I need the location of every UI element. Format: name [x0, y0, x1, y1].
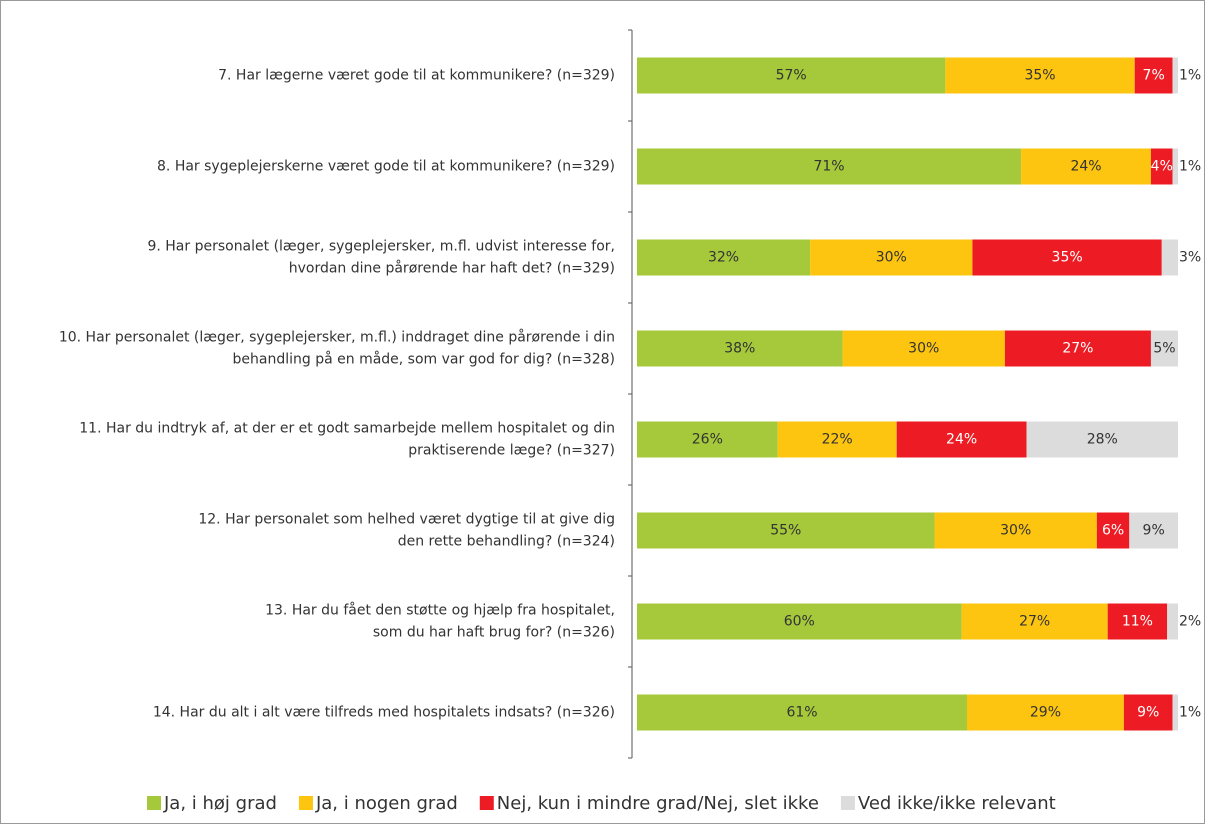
category-label: 9. Har personalet (læger, sygeplejersker… — [147, 239, 615, 277]
value-label: 1% — [1179, 159, 1201, 175]
value-label: 24% — [1070, 159, 1101, 175]
bar-segment — [934, 512, 1097, 549]
bar-segment — [637, 57, 946, 94]
bar-segment — [972, 239, 1162, 276]
category-label: 14. Har du alt i alt være tilfreds med h… — [153, 705, 615, 721]
bar-segment — [1107, 603, 1168, 640]
value-label: 6% — [1102, 523, 1124, 539]
bar-segment — [637, 421, 778, 458]
category-label: 11. Har du indtryk af, at der er et godt… — [79, 421, 615, 459]
bar-segment — [777, 421, 897, 458]
bar-segment — [961, 603, 1108, 640]
value-label: 30% — [1000, 523, 1031, 539]
bar-segment — [1004, 330, 1151, 367]
value-label: 55% — [770, 523, 801, 539]
category-label: 10. Har personalet (læger, sygeplejerske… — [59, 329, 615, 368]
bar-segment — [1172, 694, 1178, 731]
bar-segment — [945, 57, 1135, 94]
bar-segment — [1172, 57, 1178, 94]
bar-segment — [637, 239, 811, 276]
value-label: 38% — [724, 341, 755, 357]
value-label: 35% — [1052, 250, 1083, 266]
value-label: 7% — [1143, 68, 1165, 84]
bar-segment — [1129, 512, 1178, 549]
category-label: 7. Har lægerne været gode til at kommuni… — [218, 68, 615, 84]
value-label: 32% — [708, 250, 739, 266]
category-label: 12. Har personalet som helhed været dygt… — [198, 512, 615, 550]
legend-swatch — [147, 796, 161, 810]
value-label: 30% — [876, 250, 907, 266]
bar-segment — [1096, 512, 1130, 549]
value-label: 24% — [946, 432, 977, 448]
legend-swatch — [840, 796, 855, 810]
value-label: 27% — [1019, 614, 1050, 630]
value-label: 4% — [1151, 159, 1173, 175]
value-label: 26% — [692, 432, 723, 448]
bar-segment — [1167, 603, 1178, 640]
bar-segment — [1123, 694, 1173, 731]
bar-segment — [1161, 239, 1178, 276]
category-label: 8. Har sygeplejerskerne været gode til a… — [157, 159, 615, 175]
bar-segment — [1172, 148, 1178, 185]
bar-segment — [810, 239, 973, 276]
bar-segment — [637, 330, 843, 367]
bar-segment — [637, 512, 935, 549]
value-label: 60% — [784, 614, 815, 630]
value-label: 30% — [908, 341, 939, 357]
bar-segment — [637, 148, 1022, 185]
value-label: 1% — [1179, 705, 1201, 721]
bar-segment — [637, 603, 962, 640]
value-label: 61% — [786, 705, 817, 721]
value-label: 5% — [1153, 341, 1175, 357]
value-label: 1% — [1179, 68, 1201, 84]
bar-segment — [637, 694, 968, 731]
bar-segment — [1134, 57, 1173, 94]
legend-swatch — [479, 796, 494, 810]
value-label: 11% — [1122, 614, 1153, 630]
legend-swatch — [298, 796, 313, 810]
value-label: 3% — [1179, 250, 1201, 266]
value-label: 9% — [1143, 523, 1165, 539]
value-label: 28% — [1087, 432, 1118, 448]
legend-label: Ja, i høj grad — [163, 793, 277, 814]
value-label: 2% — [1179, 614, 1201, 630]
bar-segment — [1150, 148, 1173, 185]
bar-segment — [896, 421, 1027, 458]
legend-label: Ja, i nogen grad — [315, 793, 458, 814]
bar-segment — [842, 330, 1005, 367]
value-label: 27% — [1062, 341, 1093, 357]
value-label: 9% — [1137, 705, 1159, 721]
bar-segment — [1026, 421, 1178, 458]
bar-segment — [1150, 330, 1178, 367]
value-label: 29% — [1030, 705, 1061, 721]
bar-segment — [967, 694, 1124, 731]
legend-label: Nej, kun i mindre grad/Nej, slet ikke — [497, 793, 819, 814]
category-label: 13. Har du fået den støtte og hjælp fra … — [265, 602, 615, 641]
bar-segment — [1021, 148, 1151, 185]
value-label: 71% — [813, 159, 844, 175]
value-label: 22% — [822, 432, 853, 448]
value-label: 57% — [776, 68, 807, 84]
legend-label: Ved ikke/ikke relevant — [858, 793, 1056, 814]
value-label: 35% — [1024, 68, 1055, 84]
